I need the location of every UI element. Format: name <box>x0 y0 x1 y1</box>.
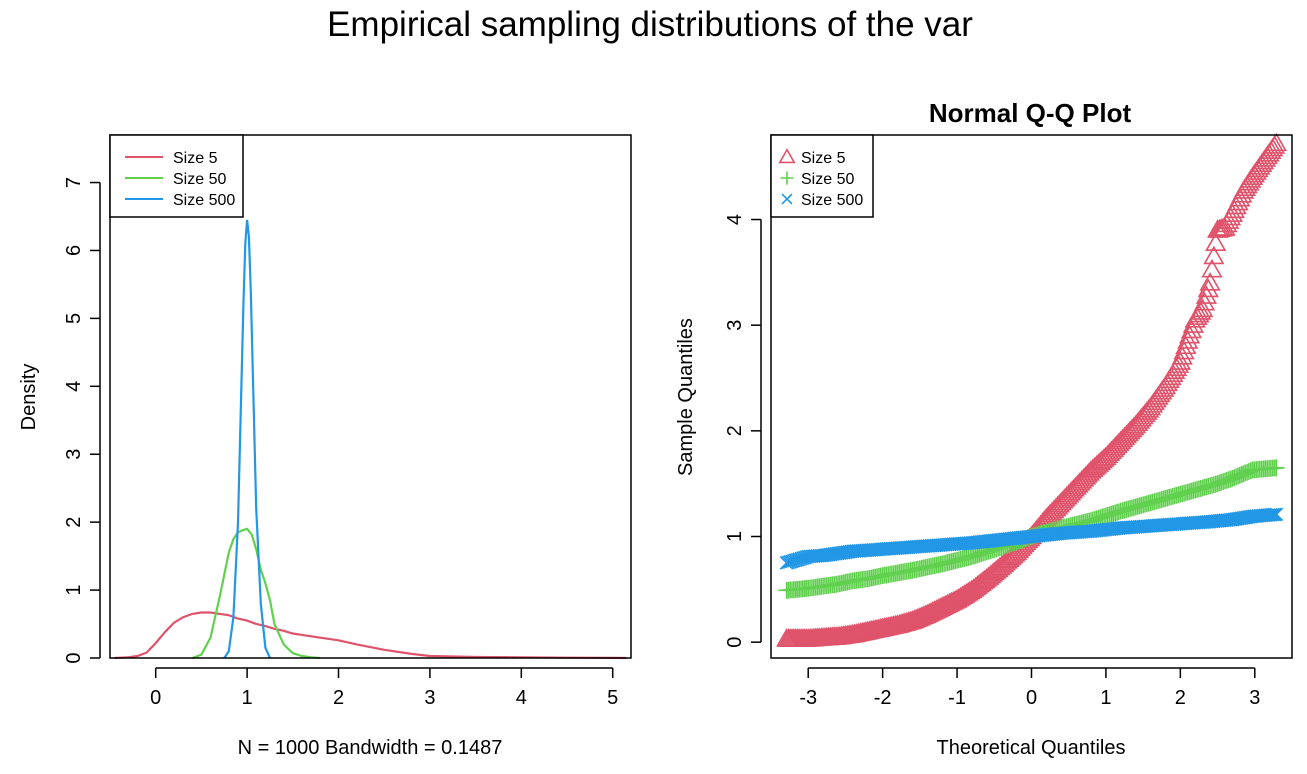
qq-legend-box <box>770 134 874 218</box>
density-x-tick-label: 3 <box>424 687 435 709</box>
qq-point <box>1265 507 1280 522</box>
density-y-tick-label: 0 <box>63 652 85 663</box>
qq-y-tick-label: 0 <box>724 637 746 648</box>
qq-point <box>1199 272 1221 291</box>
density-y-tick-label: 4 <box>63 381 85 392</box>
density-y-tick-label: 6 <box>63 245 85 256</box>
density-x-axis: 0 1 2 3 4 5 <box>150 667 618 709</box>
qq-point <box>1203 245 1225 265</box>
density-curves <box>114 219 627 660</box>
qq-x-tick-label: 1 <box>1100 687 1111 709</box>
qq-legend: Size 5 Size 50 Size 500 <box>770 134 874 218</box>
qq-point <box>1195 285 1218 304</box>
qq-x-axis: -3 -2 -1 0 1 2 3 <box>799 667 1260 709</box>
qq-legend-label: Size 5 <box>801 150 846 167</box>
qq-x-tick-label: -3 <box>799 687 817 709</box>
qq-x-tick-label: 0 <box>1026 687 1037 709</box>
figure-title: Empirical sampling distributions of the … <box>327 5 973 44</box>
density-legend-label: Size 500 <box>173 192 235 209</box>
density-legend-label: Size 50 <box>173 171 226 188</box>
density-legend-label: Size 5 <box>173 150 218 167</box>
qq-point <box>1175 335 1197 355</box>
qq-point <box>1173 340 1195 360</box>
qq-point <box>1267 459 1285 477</box>
qq-x-tick-label: -1 <box>948 687 966 709</box>
density-panel: 0 1 2 3 4 5 0 1 2 3 4 5 6 7 N = 1000 Bandwidth = 0.1… <box>18 134 632 759</box>
qq-point <box>1169 351 1191 370</box>
qq-y-axis: 0 1 2 3 4 <box>724 214 762 648</box>
density-x-tick-label: 1 <box>242 687 253 709</box>
qq-y-tick-label: 3 <box>724 320 746 331</box>
qq-legend-label: Size 50 <box>801 171 854 188</box>
density-x-tick-label: 4 <box>516 687 527 709</box>
qq-y-tick-label: 2 <box>724 425 746 436</box>
qq-plot-frame <box>770 134 1293 659</box>
density-x-tick-label: 5 <box>607 687 618 709</box>
qq-point <box>1264 507 1278 522</box>
qq-y-tick-label: 1 <box>724 531 746 542</box>
density-x-tick-label: 0 <box>150 687 161 709</box>
density-y-tick-label: 7 <box>63 177 85 188</box>
qq-point <box>1201 258 1223 278</box>
qq-legend-marker <box>780 171 794 185</box>
density-legend-box <box>109 134 244 218</box>
qq-series-size-5 <box>776 132 1287 647</box>
density-y-tick-label: 3 <box>63 449 85 460</box>
qq-title: Normal Q-Q Plot <box>929 98 1132 128</box>
density-y-label: Density <box>18 364 40 431</box>
qq-legend-label: Size 500 <box>801 192 863 209</box>
qq-x-tick-label: 3 <box>1249 687 1260 709</box>
density-y-tick-label: 1 <box>63 585 85 596</box>
qq-points <box>776 132 1287 647</box>
density-y-axis: 0 1 2 3 4 5 6 7 <box>63 177 101 664</box>
qq-point <box>1197 278 1219 298</box>
qq-point <box>1177 330 1199 349</box>
qq-x-label: Theoretical Quantiles <box>937 737 1126 759</box>
density-y-tick-label: 2 <box>63 517 85 528</box>
qq-point <box>1267 507 1282 522</box>
qq-point <box>1171 346 1193 365</box>
qq-x-tick-label: 2 <box>1175 687 1186 709</box>
qq-point <box>1179 324 1201 344</box>
qq-x-tick-label: -2 <box>874 687 892 709</box>
density-line-size-50 <box>191 527 321 660</box>
qq-legend-marker <box>778 148 796 164</box>
density-plot-frame <box>109 134 632 659</box>
qq-point <box>1205 232 1227 252</box>
qq-point <box>1193 291 1216 311</box>
qq-point <box>1192 298 1214 318</box>
density-x-tick-label: 2 <box>333 687 344 709</box>
qq-point <box>1265 132 1287 152</box>
qq-legend-marker <box>781 193 793 205</box>
density-line-size-500 <box>223 219 272 659</box>
qq-series-size-500 <box>779 507 1284 570</box>
density-line-size-5 <box>114 611 627 660</box>
density-legend: Size 5 Size 50 Size 500 <box>109 134 244 218</box>
qq-y-tick-label: 4 <box>724 214 746 225</box>
qq-panel: Normal Q-Q Plot -3 -2 -1 0 1 2 3 0 1 2 3 4 Theoret… <box>675 98 1293 759</box>
density-x-label: N = 1000 Bandwidth = 0.1487 <box>238 737 503 759</box>
density-y-tick-label: 5 <box>63 313 85 324</box>
qq-series-size-50 <box>778 459 1285 599</box>
qq-y-label: Sample Quantiles <box>675 318 697 476</box>
qq-point <box>1269 507 1284 522</box>
qq-point <box>1180 319 1203 339</box>
